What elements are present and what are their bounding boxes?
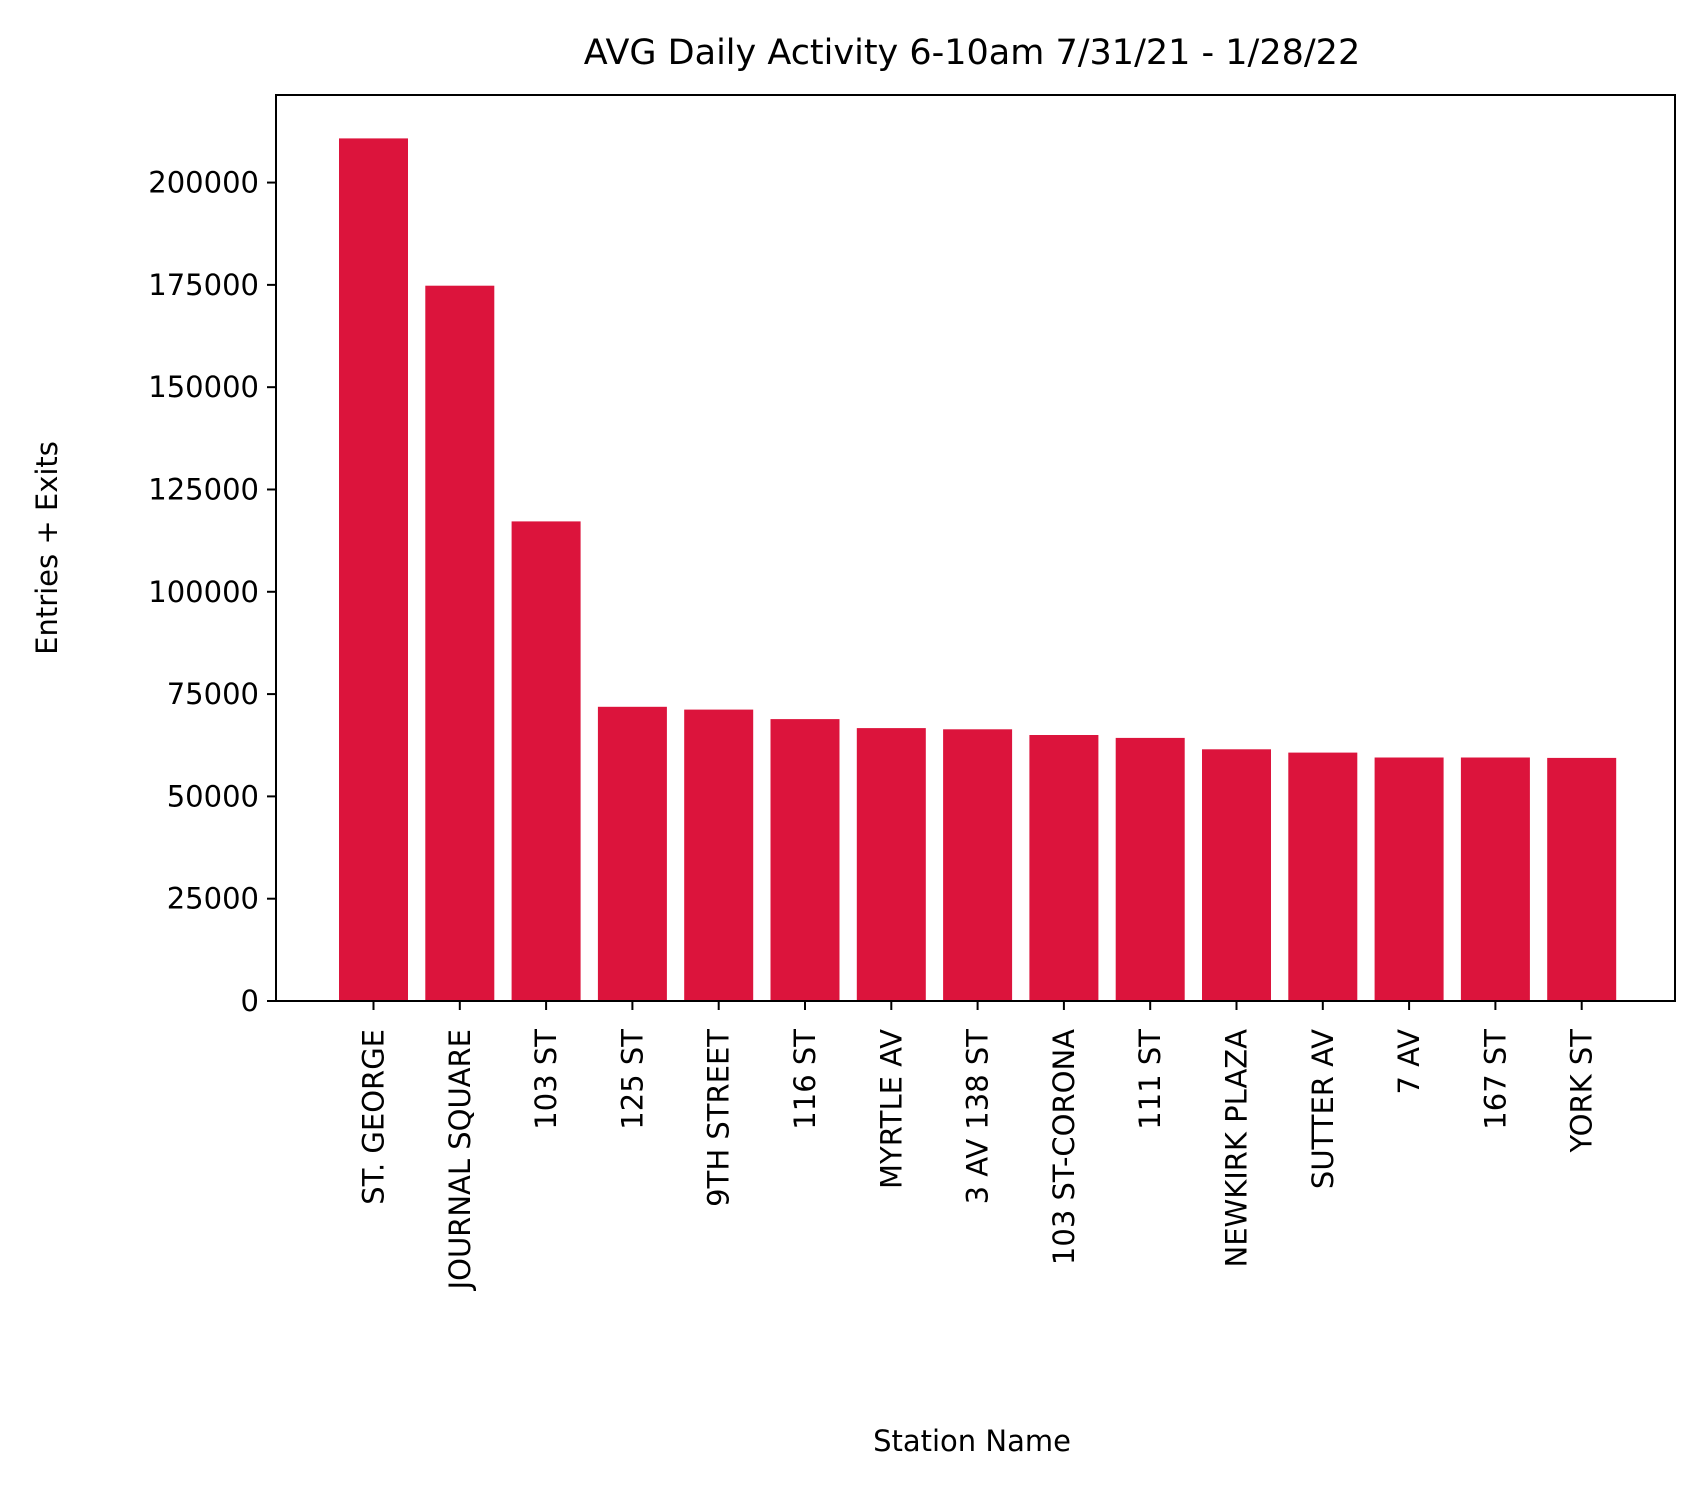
bar-3-av-138-st bbox=[943, 729, 1013, 1001]
bar-newkirk-plaza bbox=[1202, 749, 1271, 1001]
x-tick-label: JOURNAL SQUARE bbox=[443, 1029, 477, 1291]
chart-title: AVG Daily Activity 6-10am 7/31/21 - 1/28… bbox=[584, 33, 1360, 73]
x-tick-label: 116 ST bbox=[788, 1029, 822, 1130]
x-tick-label: 167 ST bbox=[1478, 1029, 1512, 1130]
y-axis: 0 25000 50000 75000 100000 125000 150000 175000… bbox=[148, 166, 276, 1018]
x-tick-label: 3 AV 138 ST bbox=[961, 1029, 995, 1205]
bar-sutter-av bbox=[1288, 752, 1358, 1001]
x-tick-label: ST. GEORGE bbox=[357, 1029, 391, 1205]
y-tick-label: 100000 bbox=[148, 575, 259, 609]
bar-7-av bbox=[1374, 757, 1444, 1001]
x-axis-label: Station Name bbox=[873, 1424, 1071, 1458]
bars-group bbox=[339, 138, 1617, 1001]
bar-york-st bbox=[1547, 757, 1617, 1001]
bar-103-st bbox=[511, 521, 581, 1001]
x-tick-label: 9TH STREET bbox=[702, 1029, 736, 1207]
x-tick-label: SUTTER AV bbox=[1306, 1029, 1340, 1189]
bar-103-st-corona bbox=[1029, 735, 1099, 1001]
y-tick-label: 0 bbox=[241, 984, 259, 1018]
bar-116-st bbox=[770, 719, 840, 1001]
bar-125-st bbox=[597, 706, 667, 1001]
y-tick-label: 125000 bbox=[148, 472, 259, 506]
y-tick-label: 25000 bbox=[167, 882, 259, 916]
bar-journal-square bbox=[425, 285, 495, 1001]
y-tick-label: 50000 bbox=[167, 779, 259, 813]
y-tick-label: 200000 bbox=[148, 166, 259, 200]
bar-111-st bbox=[1115, 737, 1185, 1001]
x-axis: ST. GEORGE JOURNAL SQUARE 103 ST 125 ST 9TH … bbox=[357, 1001, 1599, 1291]
y-tick-label: 150000 bbox=[148, 370, 259, 404]
bar-9th-street bbox=[684, 709, 754, 1001]
x-tick-label: 125 ST bbox=[615, 1029, 649, 1130]
bar-myrtle-av bbox=[856, 728, 926, 1001]
bar-167-st bbox=[1460, 757, 1530, 1001]
x-tick-label: 103 ST bbox=[529, 1029, 563, 1130]
y-axis-label: Entries + Exits bbox=[30, 441, 64, 655]
plot-area-frame bbox=[275, 94, 1676, 1002]
x-tick-label: 103 ST-CORONA bbox=[1047, 1029, 1081, 1265]
y-tick-label: 75000 bbox=[167, 677, 259, 711]
x-tick-label: YORK ST bbox=[1565, 1029, 1599, 1154]
bar-st-george bbox=[339, 138, 408, 1001]
x-tick-label: NEWKIRK PLAZA bbox=[1220, 1029, 1254, 1268]
x-tick-label: 7 AV bbox=[1392, 1029, 1426, 1095]
x-tick-label: MYRTLE AV bbox=[874, 1029, 908, 1189]
y-tick-label: 175000 bbox=[148, 268, 259, 302]
x-tick-label: 111 ST bbox=[1133, 1029, 1167, 1130]
